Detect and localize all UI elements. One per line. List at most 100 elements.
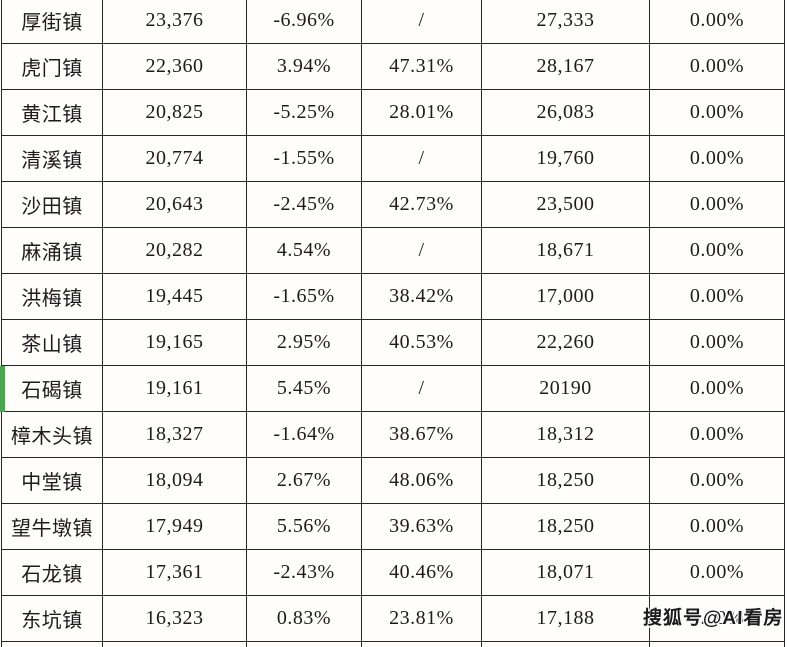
selected-row-marker bbox=[0, 366, 5, 412]
number-cell[interactable]: 19,165 bbox=[102, 319, 247, 366]
number-cell[interactable]: 19,760 bbox=[481, 135, 650, 182]
number-cell[interactable]: 18,071 bbox=[481, 549, 650, 596]
percent-cell[interactable]: 0.00% bbox=[649, 457, 785, 504]
number-cell[interactable]: 19,161 bbox=[102, 365, 247, 412]
percent-cell[interactable]: 0.00% bbox=[649, 89, 785, 136]
percent-cell[interactable]: 28.01% bbox=[361, 89, 482, 136]
percent-cell[interactable]: 47.31% bbox=[361, 43, 482, 90]
number-cell[interactable]: 20,774 bbox=[102, 135, 247, 182]
number-cell[interactable]: 17,188 bbox=[481, 595, 650, 642]
number-cell[interactable]: 17,949 bbox=[102, 503, 247, 550]
number-cell[interactable]: 18,312 bbox=[481, 411, 650, 458]
town-name-cell[interactable]: 厚街镇 bbox=[1, 0, 103, 44]
number-cell[interactable]: 20,643 bbox=[102, 181, 247, 228]
percent-change-cell[interactable]: -1.65% bbox=[246, 273, 362, 320]
number-cell[interactable]: 17,361 bbox=[102, 549, 247, 596]
number-cell[interactable]: 16,323 bbox=[102, 595, 247, 642]
empty-cell[interactable] bbox=[649, 641, 785, 647]
percent-change-cell[interactable]: 4.54% bbox=[246, 227, 362, 274]
percent-cell[interactable]: 23.81% bbox=[361, 595, 482, 642]
percent-change-cell[interactable]: -1.64% bbox=[246, 411, 362, 458]
percent-cell[interactable]: 0.00% bbox=[649, 503, 785, 550]
town-name-cell[interactable]: 东坑镇 bbox=[1, 595, 103, 642]
percent-cell[interactable]: 0.00% bbox=[649, 411, 785, 458]
percent-cell[interactable]: 38.42% bbox=[361, 273, 482, 320]
number-cell[interactable]: 18,671 bbox=[481, 227, 650, 274]
number-cell[interactable]: 18,327 bbox=[102, 411, 247, 458]
percent-change-cell[interactable]: 2.67% bbox=[246, 457, 362, 504]
number-cell[interactable]: 18,250 bbox=[481, 457, 650, 504]
town-name-cell[interactable]: 洪梅镇 bbox=[1, 273, 103, 320]
percent-cell[interactable]: / bbox=[361, 135, 482, 182]
number-cell[interactable]: 28,167 bbox=[481, 43, 650, 90]
table-row: 清溪镇 20,774 -1.55%/19,760 0.00% bbox=[1, 135, 785, 182]
percent-cell[interactable]: 0.00% bbox=[649, 0, 785, 44]
number-cell[interactable]: 22,360 bbox=[102, 43, 247, 90]
town-name-cell[interactable]: 中堂镇 bbox=[1, 457, 103, 504]
percent-change-cell[interactable]: 5.45% bbox=[246, 365, 362, 412]
percent-cell[interactable]: 40.46% bbox=[361, 549, 482, 596]
number-cell[interactable]: 20190 bbox=[481, 365, 650, 412]
empty-cell[interactable] bbox=[481, 641, 650, 647]
percent-cell[interactable]: 0.00% bbox=[649, 273, 785, 320]
percent-cell[interactable]: 0.00% bbox=[649, 365, 785, 412]
percent-change-cell[interactable]: -2.43% bbox=[246, 549, 362, 596]
percent-cell[interactable]: 0.00% bbox=[649, 227, 785, 274]
number-cell[interactable]: 27,333 bbox=[481, 0, 650, 44]
table-row: 东坑镇 16,323 0.83% 23.81% 17,188 0.00% bbox=[1, 595, 785, 642]
town-name-cell[interactable]: 清溪镇 bbox=[1, 135, 103, 182]
town-name-cell[interactable]: 虎门镇 bbox=[1, 43, 103, 90]
percent-change-cell[interactable]: -1.55% bbox=[246, 135, 362, 182]
table-row: 石龙镇 17,361 -2.43% 40.46% 18,071 0.00% bbox=[1, 549, 785, 596]
percent-cell[interactable]: 40.53% bbox=[361, 319, 482, 366]
percent-cell[interactable]: 0.00% bbox=[649, 43, 785, 90]
number-cell[interactable]: 18,250 bbox=[481, 503, 650, 550]
percent-cell[interactable]: 39.63% bbox=[361, 503, 482, 550]
number-cell[interactable]: 23,500 bbox=[481, 181, 650, 228]
table-row: 樟木头镇 18,327 -1.64% 38.67% 18,312 0.00% bbox=[1, 411, 785, 458]
number-cell[interactable]: 20,825 bbox=[102, 89, 247, 136]
percent-change-cell[interactable]: 5.56% bbox=[246, 503, 362, 550]
number-cell[interactable]: 19,445 bbox=[102, 273, 247, 320]
number-cell[interactable]: 18,094 bbox=[102, 457, 247, 504]
empty-cell[interactable] bbox=[246, 641, 362, 647]
town-name-cell[interactable]: 石龙镇 bbox=[1, 549, 103, 596]
number-cell[interactable]: 22,260 bbox=[481, 319, 650, 366]
town-name-cell[interactable]: 沙田镇 bbox=[1, 181, 103, 228]
partial-row bbox=[1, 641, 785, 647]
number-cell[interactable]: 17,000 bbox=[481, 273, 650, 320]
town-name-cell[interactable]: 望牛墩镇 bbox=[1, 503, 103, 550]
town-name-cell[interactable]: 樟木头镇 bbox=[1, 411, 103, 458]
percent-cell[interactable]: 0.00% bbox=[649, 135, 785, 182]
empty-cell[interactable] bbox=[361, 641, 482, 647]
table-row: 沙田镇 20,643 -2.45% 42.73% 23,500 0.00% bbox=[1, 181, 785, 228]
percent-change-cell[interactable]: -2.45% bbox=[246, 181, 362, 228]
table-row: 厚街镇 23,376 -6.96%/27,333 0.00% bbox=[1, 0, 785, 44]
percent-change-cell[interactable]: -6.96% bbox=[246, 0, 362, 44]
town-name-cell[interactable]: 麻涌镇 bbox=[1, 227, 103, 274]
percent-change-cell[interactable]: 3.94% bbox=[246, 43, 362, 90]
percent-cell[interactable]: 0.00% bbox=[649, 181, 785, 228]
percent-change-cell[interactable]: -5.25% bbox=[246, 89, 362, 136]
number-cell[interactable]: 26,083 bbox=[481, 89, 650, 136]
percent-cell[interactable]: 42.73% bbox=[361, 181, 482, 228]
empty-cell[interactable] bbox=[102, 641, 247, 647]
percent-cell[interactable]: 0.00% bbox=[649, 595, 785, 642]
percent-cell[interactable]: 0.00% bbox=[649, 319, 785, 366]
percent-cell[interactable]: / bbox=[361, 365, 482, 412]
table-row: 望牛墩镇 17,949 5.56% 39.63% 18,250 0.00% bbox=[1, 503, 785, 550]
percent-cell[interactable]: / bbox=[361, 0, 482, 44]
town-name-cell[interactable]: 茶山镇 bbox=[1, 319, 103, 366]
number-cell[interactable]: 20,282 bbox=[102, 227, 247, 274]
number-cell[interactable]: 23,376 bbox=[102, 0, 247, 44]
town-name-cell[interactable]: 石碣镇 bbox=[1, 365, 103, 412]
percent-change-cell[interactable]: 2.95% bbox=[246, 319, 362, 366]
empty-cell[interactable] bbox=[1, 641, 103, 647]
town-name-cell[interactable]: 黄江镇 bbox=[1, 89, 103, 136]
percent-cell[interactable]: / bbox=[361, 227, 482, 274]
percent-cell[interactable]: 0.00% bbox=[649, 549, 785, 596]
percent-cell[interactable]: 48.06% bbox=[361, 457, 482, 504]
table-row: 虎门镇 22,360 3.94% 47.31% 28,167 0.00% bbox=[1, 43, 785, 90]
percent-cell[interactable]: 38.67% bbox=[361, 411, 482, 458]
percent-change-cell[interactable]: 0.83% bbox=[246, 595, 362, 642]
